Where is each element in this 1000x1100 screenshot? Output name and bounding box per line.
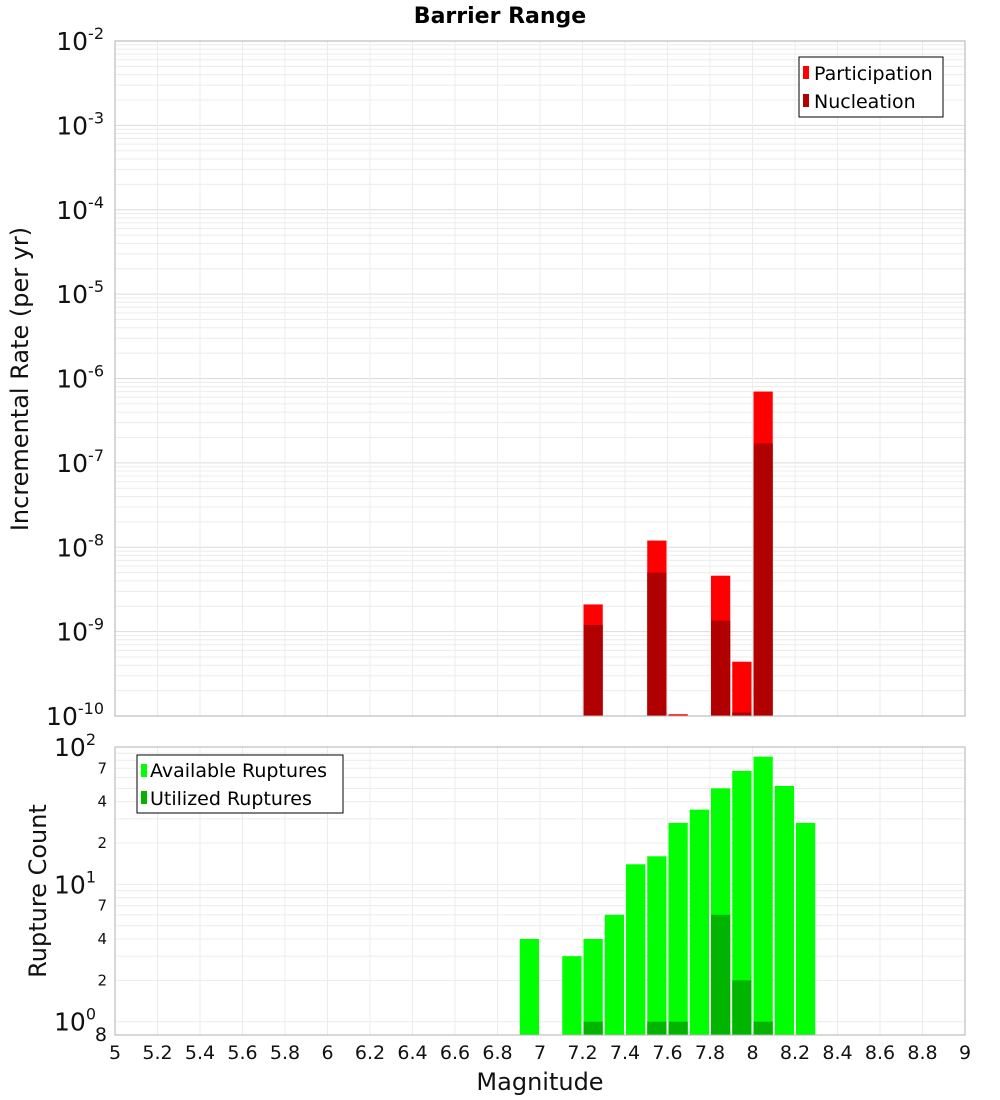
y-minor-tick-label: 4 bbox=[97, 930, 107, 948]
x-tick-label: 9 bbox=[959, 1042, 971, 1064]
bar-nucleation bbox=[753, 443, 773, 716]
bar-available bbox=[753, 756, 773, 1035]
x-tick-label: 7.2 bbox=[567, 1042, 597, 1064]
x-tick-label: 5.6 bbox=[227, 1042, 257, 1064]
y-tick-label: 10-5 bbox=[56, 277, 104, 309]
y-tick-label: 10-7 bbox=[56, 446, 104, 478]
bar-available bbox=[732, 770, 752, 1035]
y-minor-tick-label: 7 bbox=[97, 759, 107, 777]
bar-nucleation bbox=[732, 712, 752, 716]
y-tick-label: 10-9 bbox=[56, 615, 104, 647]
bottom-plot: 100 101 102 8 2 4 7 2 4 7 5 5.2 5.4 5.6 5.8 6 6.2 6.4 6.6… bbox=[24, 730, 971, 1096]
bar-available bbox=[519, 939, 539, 1035]
x-tick-label: 7.8 bbox=[695, 1042, 725, 1064]
bar-available bbox=[626, 864, 646, 1035]
legend-swatch-participation bbox=[803, 66, 809, 79]
bar-utilized bbox=[711, 914, 731, 1035]
y-tick-label: 102 bbox=[54, 730, 96, 762]
x-tick-label: 6.2 bbox=[355, 1042, 385, 1064]
legend-swatch-nucleation bbox=[803, 94, 809, 107]
bar-available bbox=[604, 914, 624, 1035]
y-minor-tick-label: 8 bbox=[95, 1024, 107, 1046]
x-axis-label: Magnitude bbox=[476, 1068, 603, 1096]
bottom-y-tick-labels: 100 101 102 8 2 4 7 2 4 7 bbox=[54, 730, 107, 1046]
bar-participation bbox=[732, 661, 752, 716]
y-tick-label: 10-4 bbox=[56, 193, 104, 225]
bar-participation bbox=[668, 714, 688, 716]
bar-available bbox=[583, 939, 603, 1035]
x-tick-label: 5.2 bbox=[142, 1042, 172, 1064]
x-tick-label: 5.8 bbox=[270, 1042, 300, 1064]
bottom-y-axis-label: Rupture Count bbox=[24, 804, 52, 978]
bar-utilized bbox=[668, 1021, 688, 1035]
x-tick-label: 7 bbox=[534, 1042, 546, 1064]
x-tick-label: 6 bbox=[321, 1042, 333, 1064]
x-tick-labels: 5 5.2 5.4 5.6 5.8 6 6.2 6.4 6.6 6.8 7 7.2 7.4 7.6 7.8 8… bbox=[109, 1042, 971, 1064]
x-tick-label: 8.4 bbox=[822, 1042, 852, 1064]
top-plot-frame bbox=[114, 40, 966, 717]
bar-utilized bbox=[583, 1021, 603, 1035]
y-tick-label: 10-10 bbox=[46, 699, 104, 731]
bottom-plot-frame bbox=[114, 746, 966, 1036]
bar-available bbox=[796, 822, 816, 1035]
x-tick-label: 7.6 bbox=[652, 1042, 682, 1064]
x-tick-label: 5.4 bbox=[185, 1042, 215, 1064]
top-plot: 10-2 10-3 10-4 10-5 10-6 10-7 10-8 10-9 10-10 In… bbox=[6, 24, 966, 731]
legend-label-utilized: Utilized Ruptures bbox=[150, 788, 312, 810]
bar-available bbox=[668, 822, 688, 1035]
x-tick-label: 5 bbox=[109, 1042, 121, 1064]
legend-label-available: Available Ruptures bbox=[150, 760, 327, 782]
bar-nucleation bbox=[583, 624, 603, 716]
y-minor-tick-label: 2 bbox=[97, 834, 107, 852]
bottom-legend-box bbox=[136, 754, 344, 814]
y-tick-label: 100 bbox=[54, 1005, 96, 1037]
legend-label-participation: Participation bbox=[814, 63, 933, 85]
bar-nucleation bbox=[711, 620, 731, 716]
y-minor-tick-label: 2 bbox=[97, 971, 107, 989]
legend-swatch-available bbox=[141, 764, 147, 777]
bar-utilized bbox=[647, 1021, 667, 1035]
bottom-bars bbox=[519, 756, 816, 1035]
x-tick-label: 7.4 bbox=[610, 1042, 640, 1064]
bar-utilized bbox=[753, 1021, 773, 1035]
y-tick-label: 10-6 bbox=[56, 362, 104, 394]
top-legend: Participation Nucleation bbox=[798, 56, 944, 118]
x-tick-label: 8.8 bbox=[907, 1042, 937, 1064]
y-tick-label: 10-8 bbox=[56, 530, 104, 562]
y-minor-tick-label: 4 bbox=[97, 793, 107, 811]
legend-label-nucleation: Nucleation bbox=[814, 91, 916, 113]
top-gridlines bbox=[114, 41, 966, 717]
legend-swatch-utilized bbox=[141, 791, 147, 804]
y-minor-tick-label: 7 bbox=[97, 897, 107, 915]
y-tick-label: 101 bbox=[54, 867, 96, 899]
x-tick-label: 8.2 bbox=[780, 1042, 810, 1064]
bar-utilized bbox=[732, 980, 752, 1035]
bar-available bbox=[774, 786, 794, 1035]
top-y-axis-label: Incremental Rate (per yr) bbox=[6, 227, 34, 531]
bar-available bbox=[647, 856, 667, 1035]
top-y-tick-labels: 10-2 10-3 10-4 10-5 10-6 10-7 10-8 10-9 10-10 bbox=[46, 24, 104, 731]
x-tick-label: 8 bbox=[746, 1042, 758, 1064]
chart-title: Barrier Range bbox=[414, 4, 586, 29]
x-tick-label: 8.6 bbox=[865, 1042, 895, 1064]
top-legend-box bbox=[798, 56, 944, 118]
x-tick-label: 6.4 bbox=[397, 1042, 427, 1064]
bottom-legend: Available Ruptures Utilized Ruptures bbox=[136, 754, 344, 814]
x-tick-label: 6.6 bbox=[440, 1042, 470, 1064]
bar-available bbox=[562, 956, 582, 1035]
y-tick-label: 10-2 bbox=[56, 24, 104, 56]
y-tick-label: 10-3 bbox=[56, 108, 104, 140]
bar-available bbox=[689, 809, 709, 1035]
top-bars bbox=[583, 391, 773, 716]
bar-nucleation bbox=[647, 572, 667, 716]
x-tick-label: 6.8 bbox=[482, 1042, 512, 1064]
